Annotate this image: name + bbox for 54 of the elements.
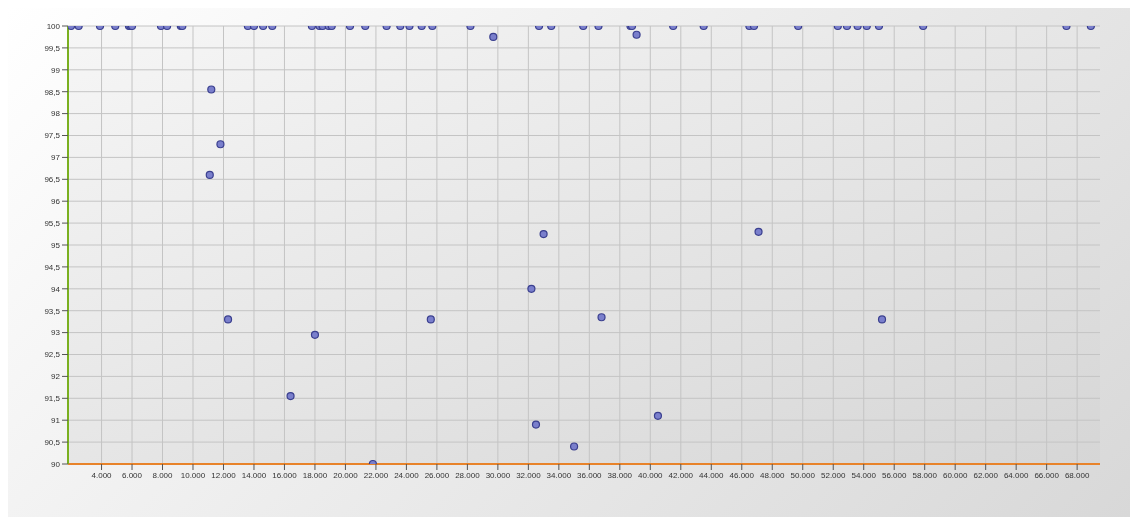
- x-tick-label: 30.000: [485, 470, 511, 480]
- y-tick-label: 99,5: [44, 43, 61, 53]
- y-tick-label: 90,5: [44, 437, 61, 447]
- x-tick-label: 20.000: [333, 470, 359, 480]
- y-tick-label: 90: [51, 459, 61, 469]
- y-tick-label: 94,5: [44, 262, 61, 272]
- y-tick-label: 93,5: [44, 306, 61, 316]
- x-tick-label: 12.000: [211, 470, 237, 480]
- y-tick-label: 97,5: [44, 131, 61, 141]
- x-tick-label: 18.000: [302, 470, 328, 480]
- y-tick-label: 99: [51, 65, 61, 75]
- x-tick-label: 62.000: [973, 470, 999, 480]
- x-tick-label: 28.000: [455, 470, 481, 480]
- y-tick-label: 93: [51, 328, 61, 338]
- x-tick-label: 10.000: [180, 470, 206, 480]
- x-tick-label: 26.000: [424, 470, 450, 480]
- x-tick-label: 68.000: [1064, 470, 1090, 480]
- x-tick-label: 4.000: [91, 470, 113, 480]
- y-tick-label: 94: [51, 284, 61, 294]
- y-tick-label: 91,5: [44, 394, 61, 404]
- x-tick-label: 50.000: [790, 470, 816, 480]
- x-tick-label: 48.000: [760, 470, 786, 480]
- y-tick-label: 98,5: [44, 87, 61, 97]
- y-tick-label: 97: [51, 153, 61, 163]
- x-tick-label: 32.000: [516, 470, 542, 480]
- x-tick-label: 16.000: [272, 470, 298, 480]
- x-tick-label: 44.000: [699, 470, 725, 480]
- x-tick-label: 64.000: [1003, 470, 1029, 480]
- x-tick-label: 46.000: [729, 470, 755, 480]
- y-tick-label: 98: [51, 109, 61, 119]
- x-tick-label: 6.000: [122, 470, 143, 480]
- y-tick-label: 92: [51, 372, 61, 382]
- x-tick-label: 56.000: [881, 470, 907, 480]
- x-tick-label: 52.000: [821, 470, 847, 480]
- x-tick-label: 8.000: [152, 470, 174, 480]
- x-tick-label: 34.000: [546, 470, 572, 480]
- x-tick-label: 22.000: [363, 470, 389, 480]
- y-tick-label: 91: [51, 416, 61, 426]
- y-tick-label: 96,5: [44, 175, 61, 185]
- y-tick-label: 95,5: [44, 218, 61, 228]
- x-tick-label: 54.000: [851, 470, 877, 480]
- x-tick-label: 36.000: [577, 470, 603, 480]
- x-tick-label: 40.000: [638, 470, 664, 480]
- x-tick-label: 24.000: [394, 470, 420, 480]
- x-tick-label: 60.000: [942, 470, 968, 480]
- y-tick-label: 95: [51, 240, 61, 250]
- x-tick-label: 58.000: [912, 470, 938, 480]
- x-tick-label: 42.000: [668, 470, 694, 480]
- y-tick-label: 92,5: [44, 350, 61, 360]
- y-tick-label: 96: [51, 197, 61, 207]
- x-tick-label: 14.000: [241, 470, 267, 480]
- y-tick-label: 100: [46, 21, 61, 31]
- x-tick-label: 38.000: [607, 470, 633, 480]
- x-tick-label: 66.000: [1034, 470, 1060, 480]
